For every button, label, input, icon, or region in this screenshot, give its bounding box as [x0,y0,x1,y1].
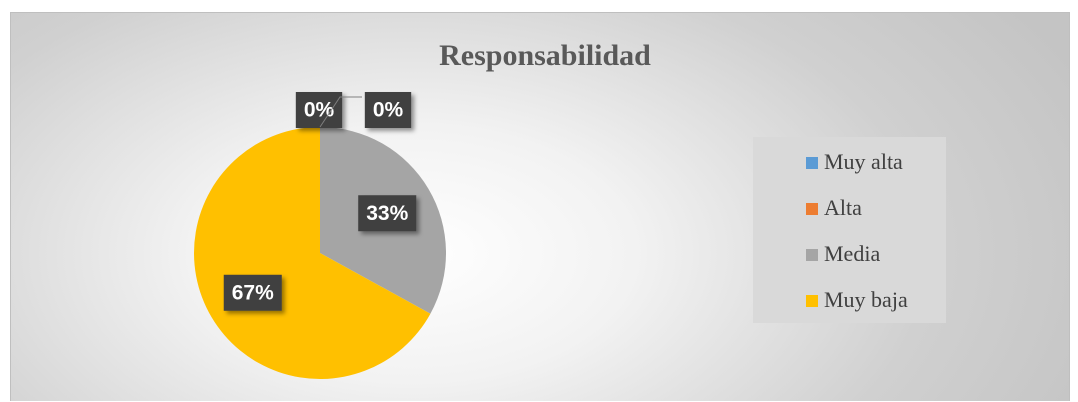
data-label [364,92,412,128]
legend-swatch [806,203,818,215]
data-label-text: 33% [366,202,408,225]
legend-box [753,137,946,323]
data-label [295,92,343,128]
data-label-box [223,274,282,311]
legend-swatch [806,157,818,169]
data-label-box [295,92,343,128]
legend-swatch [806,295,818,307]
data-label-text: 67% [232,281,274,304]
legend-label: Alta [824,195,862,220]
pie-slice [194,127,431,379]
leader-line [319,96,362,128]
data-label-text: 0% [304,99,335,122]
data-label-box [358,195,417,232]
legend-swatch [806,249,818,261]
legend-label: Muy alta [824,149,903,174]
legend-label: Media [824,241,880,266]
data-label [223,274,282,311]
data-label [358,195,417,232]
legend-label: Muy baja [824,287,908,312]
data-label-text: 0% [373,99,404,122]
data-label-box [364,92,412,128]
chart-title: Responsabilidad [439,39,651,72]
